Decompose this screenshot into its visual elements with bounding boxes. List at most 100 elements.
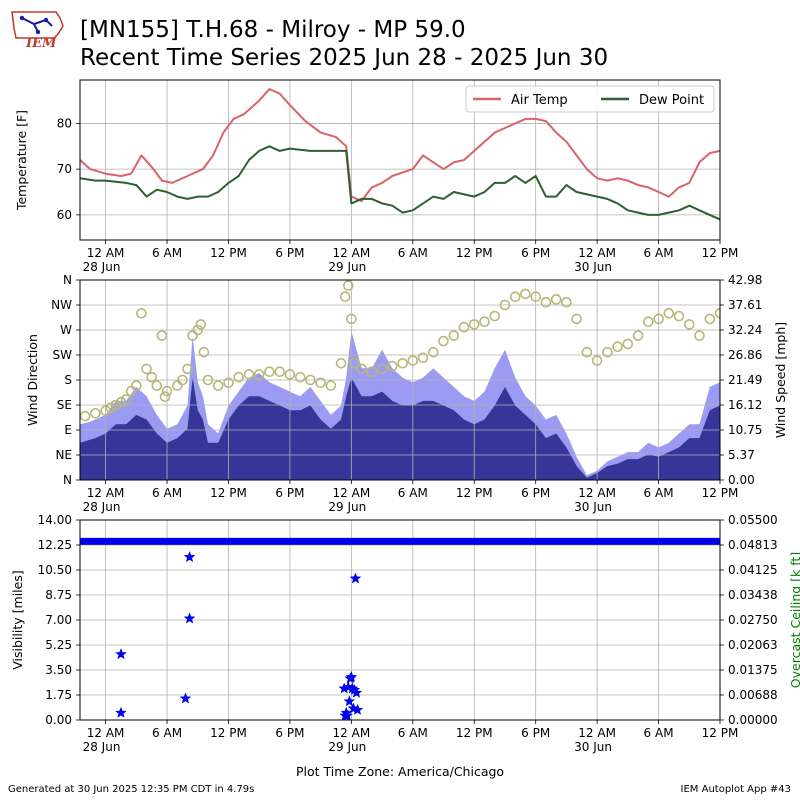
y-tick-label: 12.25 — [38, 538, 72, 552]
x-tick-label: 12 AM — [87, 726, 125, 740]
y2-tick-label: 0.00000 — [728, 713, 778, 727]
x-tick-label: 12 AM — [333, 726, 371, 740]
wind-direction-point — [386, 360, 398, 372]
temperature-panel: 12 AM 6 AM 12 PM 6 PM 12 AM 6 AM 12 PM 6 PM 12 A… — [14, 79, 739, 274]
x-tick-label: 6 AM — [644, 726, 674, 740]
wind-direction-point — [458, 321, 470, 333]
plot-frame — [79, 519, 721, 721]
wind-direction-point — [581, 346, 593, 358]
wind-direction-point — [704, 313, 716, 325]
wind-direction-point — [653, 313, 664, 325]
x-tick-label: 6 AM — [398, 726, 428, 740]
wind-direction-point — [192, 324, 204, 336]
wind-direction-point — [397, 357, 408, 369]
y2-tick-label: 5.37 — [728, 448, 755, 462]
iem-logo: IEM — [11, 11, 64, 50]
y-tick-label: S — [64, 373, 72, 387]
y-tick-label: 80 — [57, 116, 72, 130]
wind-direction-point — [438, 335, 449, 347]
wind-direction-point — [212, 380, 224, 391]
plot-frame — [79, 279, 721, 481]
wind-direction-point — [489, 310, 501, 322]
x-tick-label: 6 AM — [644, 486, 674, 500]
x-tick-label: 12 PM — [456, 726, 493, 740]
chart-title-line2: Recent Time Series 2025 Jun 28 - 2025 Ju… — [80, 45, 609, 71]
x-tick-label: 6 PM — [521, 486, 550, 500]
y-tick-label: 5.25 — [45, 638, 72, 652]
wind-direction-point — [612, 341, 623, 353]
x-tick-label: 6 AM — [398, 486, 428, 500]
x-date-label: 28 Jun — [83, 500, 121, 514]
x-tick-label: 12 AM — [87, 486, 125, 500]
wind-direction-point — [448, 330, 460, 341]
x-tick-label: 6 AM — [152, 486, 182, 500]
x-date-label: 29 Jun — [328, 500, 366, 514]
visibility-point — [350, 686, 363, 698]
wind-direction-point — [530, 291, 542, 303]
y2-tick-label: 42.98 — [728, 273, 762, 287]
legend-label-dew-point-line: Dew Point — [639, 93, 704, 108]
y2-tick-label: 21.49 — [728, 373, 762, 387]
x-tick-label: 12 PM — [702, 726, 739, 740]
wind-direction-point — [694, 330, 705, 341]
wind-direction-point — [115, 396, 127, 408]
wind-direction-point — [233, 371, 244, 383]
wind-direction-point — [417, 352, 429, 364]
dew-point-line — [80, 145, 720, 221]
wind-direction-point — [80, 410, 91, 422]
wind-direction-point — [202, 374, 214, 386]
wind-direction-point — [540, 296, 552, 308]
wind-direction-point — [571, 313, 582, 325]
wind-speed-area — [80, 377, 720, 480]
wind-direction-point — [509, 291, 521, 303]
wind-direction-point — [195, 319, 207, 330]
visibility-point — [349, 572, 362, 584]
wind-direction-point — [468, 319, 480, 330]
wind-direction-point — [177, 374, 188, 386]
visibility-point — [183, 612, 196, 624]
wind-direction-point — [120, 394, 132, 405]
timezone-label: Plot Time Zone: America/Chicago — [296, 764, 504, 779]
x-tick-label: 6 PM — [521, 726, 550, 740]
y-tick-label: W — [60, 323, 72, 337]
visibility-point — [179, 692, 192, 704]
y-tick-label: SW — [53, 348, 73, 362]
x-tick-label: 12 PM — [702, 246, 739, 260]
wind-direction-point — [198, 346, 210, 358]
wind-direction-point — [151, 380, 163, 391]
y2-tick-label: 16.12 — [728, 398, 762, 412]
wind-direction-point — [110, 399, 122, 411]
generated-note: Generated at 30 Jun 2025 12:35 PM CDT in… — [8, 784, 255, 795]
wind-direction-point — [602, 346, 613, 358]
x-date-label: 30 Jun — [574, 260, 612, 274]
visibility-panel: 12 AM 6 AM 12 PM 6 PM 12 AM 6 AM 12 PM 6 PM 12 A… — [10, 513, 800, 779]
wind-direction-point — [520, 288, 531, 300]
y2-tick-label: 37.61 — [728, 298, 762, 312]
x-date-label: 30 Jun — [574, 740, 612, 754]
wind-direction-point — [356, 363, 367, 375]
x-tick-label: 12 AM — [578, 486, 616, 500]
ceiling-axis-title: Overcast Ceiling [k ft] — [788, 552, 800, 688]
x-date-label: 29 Jun — [328, 260, 366, 274]
y2-tick-label: 0.05500 — [728, 513, 778, 527]
x-tick-label: 6 PM — [275, 246, 304, 260]
legend-label-air-temp-line: Air Temp — [511, 93, 568, 108]
y-tick-label: SE — [57, 398, 72, 412]
x-tick-label: 12 AM — [578, 726, 616, 740]
y2-tick-label: 26.86 — [728, 348, 762, 362]
wind-direction-point — [187, 330, 198, 341]
x-tick-label: 12 AM — [333, 246, 371, 260]
x-tick-label: 6 AM — [644, 246, 674, 260]
wind-direction-point — [90, 407, 101, 419]
y-tick-label: 7.00 — [45, 613, 72, 627]
y-tick-label: E — [64, 423, 72, 437]
x-tick-label: 12 AM — [87, 246, 125, 260]
x-tick-label: 12 AM — [333, 486, 371, 500]
wind-direction-point — [182, 363, 193, 375]
visibility-point — [115, 706, 127, 718]
wind-direction-point — [349, 357, 360, 369]
wind-direction-point — [591, 355, 603, 366]
visibility-point — [115, 648, 127, 660]
wind-direction-point — [243, 369, 255, 380]
